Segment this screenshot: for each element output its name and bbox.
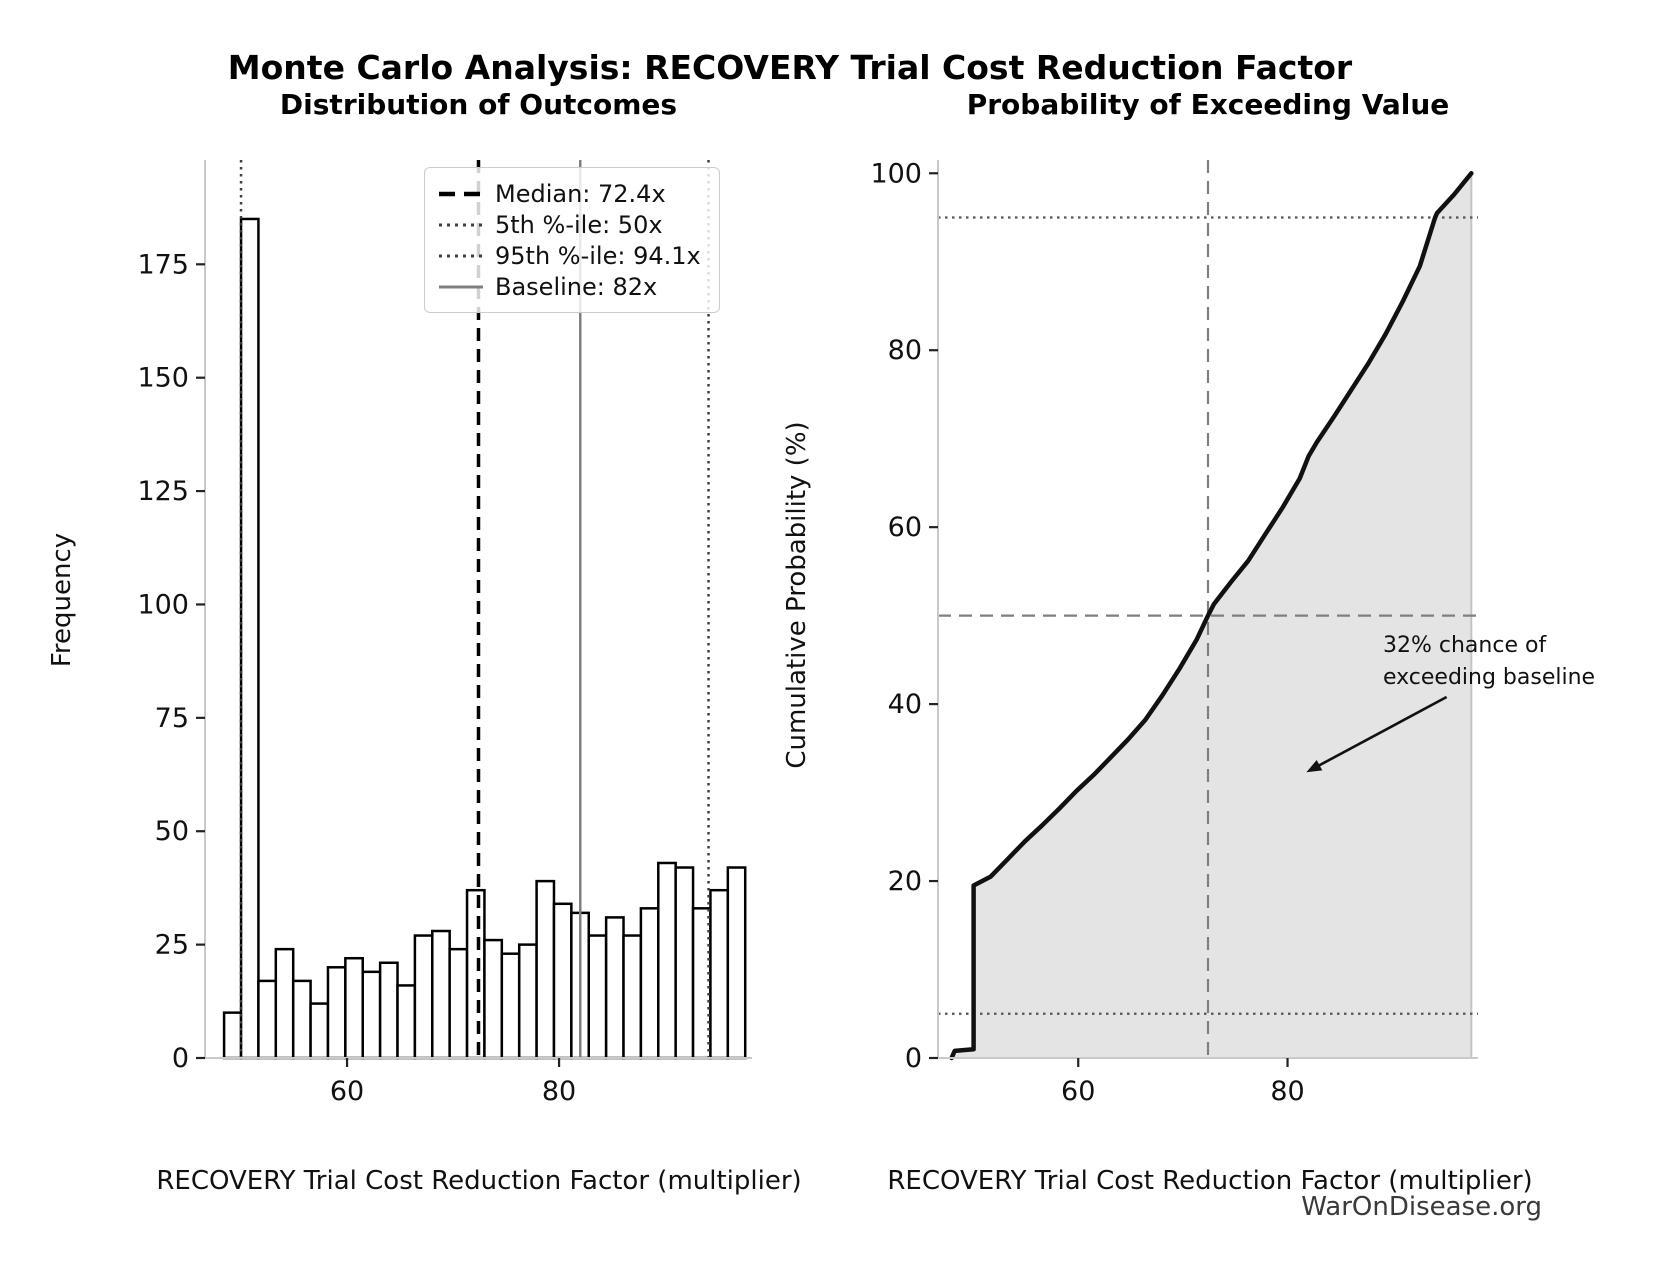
- svg-text:20: 20: [888, 866, 922, 897]
- legend: Median: 72.4x 5th %-ile: 50x 95th %-ile:…: [424, 167, 720, 313]
- cdf-annotation: 32% chance of exceeding baseline: [1383, 633, 1596, 690]
- source-watermark: WarOnDisease.org: [1301, 1192, 1542, 1222]
- cdf-plot: 60 80 0 20 40 60 80 100: [870, 158, 1478, 1107]
- legend-label: Median: 72.4x: [495, 179, 666, 208]
- svg-text:40: 40: [888, 689, 922, 720]
- svg-text:150: 150: [137, 363, 189, 394]
- svg-text:75: 75: [155, 703, 189, 734]
- legend-item-95th-percentile: 95th %-ile: 94.1x: [439, 240, 705, 271]
- svg-text:50: 50: [155, 816, 189, 847]
- svg-text:80: 80: [542, 1076, 576, 1107]
- svg-text:175: 175: [137, 249, 189, 280]
- histogram-plot: 60 80 0 25 50 75 100 125 150 175: [137, 160, 752, 1107]
- dashed-line-sample: [439, 191, 483, 196]
- histogram-title: Distribution of Outcomes: [279, 88, 678, 121]
- histogram-xlabel: RECOVERY Trial Cost Reduction Factor (mu…: [156, 1166, 802, 1196]
- svg-text:100: 100: [870, 158, 922, 189]
- solid-line-sample: [439, 285, 483, 288]
- figure-title: Monte Carlo Analysis: RECOVERY Trial Cos…: [227, 48, 1353, 87]
- histogram-ylabel: Frequency: [47, 532, 77, 668]
- legend-item-median: Median: 72.4x: [439, 178, 705, 209]
- legend-label: 5th %-ile: 50x: [495, 210, 663, 239]
- dotted-line-sample: [439, 223, 483, 226]
- svg-text:0: 0: [172, 1043, 189, 1074]
- svg-text:25: 25: [155, 930, 189, 961]
- cdf-xlabel: RECOVERY Trial Cost Reduction Factor (mu…: [887, 1166, 1533, 1196]
- svg-text:60: 60: [330, 1076, 364, 1107]
- svg-text:80: 80: [888, 335, 922, 366]
- svg-text:60: 60: [888, 512, 922, 543]
- legend-label: 95th %-ile: 94.1x: [495, 241, 701, 270]
- dotted-line-sample: [439, 254, 483, 257]
- svg-text:125: 125: [137, 476, 189, 507]
- legend-item-baseline: Baseline: 82x: [439, 271, 705, 302]
- legend-label: Baseline: 82x: [495, 272, 658, 301]
- cdf-ylabel: Cumulative Probability (%): [782, 421, 812, 769]
- svg-text:0: 0: [905, 1043, 922, 1074]
- cdf-title: Probability of Exceeding Value: [966, 88, 1450, 121]
- svg-text:100: 100: [137, 589, 189, 620]
- svg-text:60: 60: [1061, 1076, 1095, 1107]
- svg-text:80: 80: [1270, 1076, 1304, 1107]
- legend-item-5th-percentile: 5th %-ile: 50x: [439, 209, 705, 240]
